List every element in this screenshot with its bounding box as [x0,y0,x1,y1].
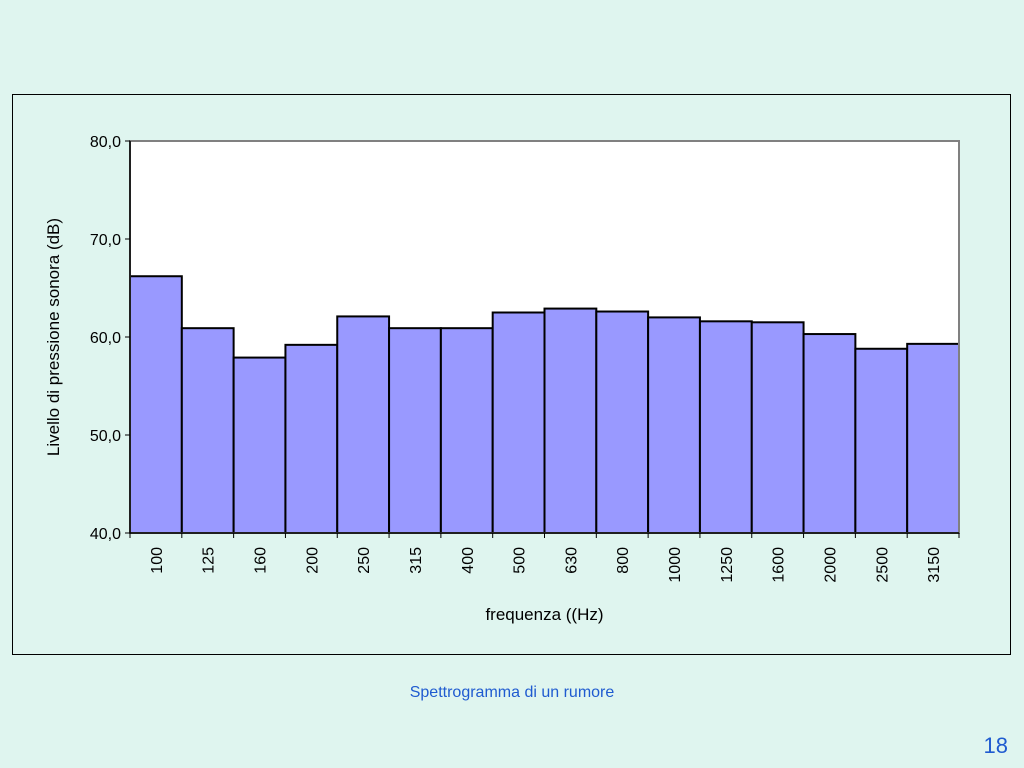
x-axis: 100 125 160 200 250 315 400 500 630 800 1000 1250 16… [129,532,960,583]
y-tick-label: 50,0 [90,428,121,445]
chart: 40,0 50,0 60,0 70,0 80,0 100 125 160 200 250 315 4… [44,134,960,624]
bar-315 [388,327,442,534]
bar-2500 [854,347,909,534]
x-tick-label: 2500 [874,547,891,583]
bar-1000 [647,316,701,534]
page-number: 18 [983,733,1008,758]
x-tick-label: 800 [615,547,632,574]
bar-200 [284,343,339,534]
chart-frame: 40,0 50,0 60,0 70,0 80,0 100 125 160 200 250 315 4… [12,94,1011,655]
y-tick-label: 70,0 [90,232,121,249]
x-tick-label: 250 [356,547,373,574]
y-tick-label: 80,0 [90,134,121,151]
x-tick-label: 1250 [719,547,736,583]
bar-800 [595,310,650,534]
y-axis-title: Livello di pressione sonora (dB) [44,218,63,456]
x-tick-label: 2000 [822,547,839,583]
x-axis-title: frequenza ((Hz) [485,605,603,624]
bar-160 [232,356,287,534]
bar-2000 [802,333,857,534]
bar-500 [491,311,546,534]
bar-125 [180,327,235,534]
y-tick-label: 40,0 [90,526,121,543]
y-axis: 40,0 50,0 60,0 70,0 80,0 [90,134,131,543]
x-tick-label: 160 [253,547,270,574]
x-tick-label: 3150 [926,547,943,583]
bar-1600 [750,321,805,534]
x-tick-label: 1000 [667,547,684,583]
x-tick-label: 315 [408,547,425,574]
bar-3150 [906,342,960,534]
bar-630 [543,307,598,534]
bar-250 [336,315,391,534]
x-tick-label: 630 [563,547,580,574]
y-tick-label: 60,0 [90,330,121,347]
bar-1250 [698,320,753,534]
x-tick-label: 125 [201,547,218,574]
slide-caption: Spettrogramma di un rumore [409,684,615,701]
x-tick-label: 200 [304,547,321,574]
bar-100 [129,275,183,535]
x-tick-label: 500 [512,547,529,574]
x-tick-label: 400 [460,547,477,574]
x-tick-label: 1600 [771,547,788,583]
bar-series [129,275,960,535]
x-tick-label: 100 [149,547,166,574]
bar-400 [439,327,494,534]
